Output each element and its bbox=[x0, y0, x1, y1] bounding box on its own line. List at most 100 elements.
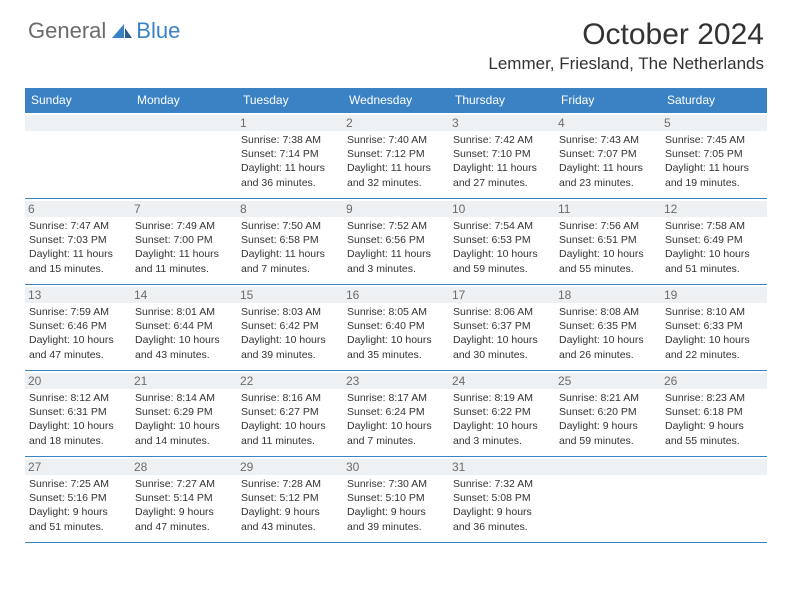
sunset-label: Sunset: bbox=[135, 234, 174, 246]
sunrise-value: 8:16 AM bbox=[282, 392, 321, 404]
day-number: 10 bbox=[449, 201, 555, 217]
sunset-line: Sunset: 7:00 PM bbox=[135, 233, 233, 247]
sunrise-line: Sunrise: 7:50 AM bbox=[241, 219, 339, 233]
sunset-label: Sunset: bbox=[347, 406, 386, 418]
daylight-line: Daylight: 10 hours and 30 minutes. bbox=[453, 333, 551, 361]
sunrise-value: 7:27 AM bbox=[176, 478, 215, 490]
daylight-label: Daylight: bbox=[241, 162, 285, 174]
sunset-value: 7:07 PM bbox=[598, 148, 637, 160]
sunset-line: Sunset: 6:27 PM bbox=[241, 405, 339, 419]
sunset-label: Sunset: bbox=[665, 234, 704, 246]
daylight-line: Daylight: 9 hours and 47 minutes. bbox=[135, 505, 233, 533]
sunset-label: Sunset: bbox=[559, 234, 598, 246]
daylight-line: Daylight: 10 hours and 43 minutes. bbox=[135, 333, 233, 361]
day-cell: 20Sunrise: 8:12 AMSunset: 6:31 PMDayligh… bbox=[25, 371, 131, 457]
sunset-line: Sunset: 6:24 PM bbox=[347, 405, 445, 419]
location-subtitle: Lemmer, Friesland, The Netherlands bbox=[488, 54, 764, 74]
daylight-label: Daylight: bbox=[241, 506, 285, 518]
sunset-value: 5:16 PM bbox=[68, 492, 107, 504]
header: General Blue October 2024 Lemmer, Friesl… bbox=[0, 0, 792, 78]
sunset-value: 6:35 PM bbox=[598, 320, 637, 332]
sunset-label: Sunset: bbox=[241, 406, 280, 418]
sunset-line: Sunset: 6:31 PM bbox=[29, 405, 127, 419]
day-number bbox=[661, 459, 767, 475]
day-info: Sunrise: 8:19 AMSunset: 6:22 PMDaylight:… bbox=[453, 391, 551, 448]
day-number: 6 bbox=[25, 201, 131, 217]
sunset-label: Sunset: bbox=[453, 148, 492, 160]
day-number: 27 bbox=[25, 459, 131, 475]
sunset-line: Sunset: 6:29 PM bbox=[135, 405, 233, 419]
day-number: 21 bbox=[131, 373, 237, 389]
day-cell: 9Sunrise: 7:52 AMSunset: 6:56 PMDaylight… bbox=[343, 199, 449, 285]
day-cell: 5Sunrise: 7:45 AMSunset: 7:05 PMDaylight… bbox=[661, 113, 767, 199]
daylight-label: Daylight: bbox=[347, 334, 391, 346]
daylight-label: Daylight: bbox=[347, 506, 391, 518]
sunrise-value: 8:01 AM bbox=[176, 306, 215, 318]
daylight-label: Daylight: bbox=[347, 420, 391, 432]
week-row: 6Sunrise: 7:47 AMSunset: 7:03 PMDaylight… bbox=[25, 199, 767, 285]
daylight-label: Daylight: bbox=[453, 334, 497, 346]
day-number: 14 bbox=[131, 287, 237, 303]
sunrise-label: Sunrise: bbox=[241, 392, 282, 404]
sunset-value: 7:14 PM bbox=[280, 148, 319, 160]
day-info: Sunrise: 7:40 AMSunset: 7:12 PMDaylight:… bbox=[347, 133, 445, 190]
sunrise-line: Sunrise: 8:08 AM bbox=[559, 305, 657, 319]
day-number: 13 bbox=[25, 287, 131, 303]
sunset-value: 5:08 PM bbox=[492, 492, 531, 504]
sunrise-value: 7:25 AM bbox=[70, 478, 109, 490]
day-info: Sunrise: 7:50 AMSunset: 6:58 PMDaylight:… bbox=[241, 219, 339, 276]
sunset-value: 6:31 PM bbox=[68, 406, 107, 418]
sunrise-value: 7:49 AM bbox=[176, 220, 215, 232]
sunrise-value: 7:43 AM bbox=[600, 134, 639, 146]
sunset-label: Sunset: bbox=[241, 234, 280, 246]
day-info: Sunrise: 7:45 AMSunset: 7:05 PMDaylight:… bbox=[665, 133, 763, 190]
day-info: Sunrise: 7:30 AMSunset: 5:10 PMDaylight:… bbox=[347, 477, 445, 534]
day-info: Sunrise: 7:56 AMSunset: 6:51 PMDaylight:… bbox=[559, 219, 657, 276]
sunrise-line: Sunrise: 7:30 AM bbox=[347, 477, 445, 491]
sunrise-line: Sunrise: 7:59 AM bbox=[29, 305, 127, 319]
sunrise-label: Sunrise: bbox=[241, 478, 282, 490]
day-info: Sunrise: 8:01 AMSunset: 6:44 PMDaylight:… bbox=[135, 305, 233, 362]
day-number: 24 bbox=[449, 373, 555, 389]
sunset-line: Sunset: 5:12 PM bbox=[241, 491, 339, 505]
daylight-label: Daylight: bbox=[453, 420, 497, 432]
sunset-value: 6:40 PM bbox=[386, 320, 425, 332]
day-cell: 31Sunrise: 7:32 AMSunset: 5:08 PMDayligh… bbox=[449, 457, 555, 543]
sunrise-value: 8:05 AM bbox=[388, 306, 427, 318]
sunrise-value: 7:54 AM bbox=[494, 220, 533, 232]
day-cell: 2Sunrise: 7:40 AMSunset: 7:12 PMDaylight… bbox=[343, 113, 449, 199]
dow-wednesday: Wednesday bbox=[343, 88, 449, 113]
day-cell: 25Sunrise: 8:21 AMSunset: 6:20 PMDayligh… bbox=[555, 371, 661, 457]
day-number: 1 bbox=[237, 115, 343, 131]
sunset-line: Sunset: 5:16 PM bbox=[29, 491, 127, 505]
daylight-line: Daylight: 11 hours and 19 minutes. bbox=[665, 161, 763, 189]
sunrise-value: 7:52 AM bbox=[388, 220, 427, 232]
page-title: October 2024 bbox=[488, 18, 764, 52]
daylight-line: Daylight: 11 hours and 23 minutes. bbox=[559, 161, 657, 189]
daylight-label: Daylight: bbox=[453, 248, 497, 260]
day-cell: 10Sunrise: 7:54 AMSunset: 6:53 PMDayligh… bbox=[449, 199, 555, 285]
day-number: 3 bbox=[449, 115, 555, 131]
sunset-line: Sunset: 6:37 PM bbox=[453, 319, 551, 333]
sunrise-label: Sunrise: bbox=[29, 392, 70, 404]
daylight-line: Daylight: 10 hours and 39 minutes. bbox=[241, 333, 339, 361]
sunset-value: 6:18 PM bbox=[704, 406, 743, 418]
day-number: 26 bbox=[661, 373, 767, 389]
sunrise-label: Sunrise: bbox=[347, 306, 388, 318]
sunset-value: 6:24 PM bbox=[386, 406, 425, 418]
sunrise-label: Sunrise: bbox=[559, 392, 600, 404]
sunrise-value: 7:30 AM bbox=[388, 478, 427, 490]
sunrise-value: 8:06 AM bbox=[494, 306, 533, 318]
day-cell: 11 Sunrise: 7:56 AMSunset: 6:51 PMDayligh… bbox=[555, 199, 661, 285]
sunrise-line: Sunrise: 8:01 AM bbox=[135, 305, 233, 319]
daylight-line: Daylight: 10 hours and 11 minutes. bbox=[241, 419, 339, 447]
day-info: Sunrise: 8:21 AMSunset: 6:20 PMDaylight:… bbox=[559, 391, 657, 448]
day-number: 11 bbox=[555, 201, 661, 217]
daylight-line: Daylight: 10 hours and 14 minutes. bbox=[135, 419, 233, 447]
day-cell: 19Sunrise: 8:10 AMSunset: 6:33 PMDayligh… bbox=[661, 285, 767, 371]
sunrise-label: Sunrise: bbox=[559, 306, 600, 318]
daylight-line: Daylight: 9 hours and 39 minutes. bbox=[347, 505, 445, 533]
sunset-line: Sunset: 6:46 PM bbox=[29, 319, 127, 333]
day-number: 12 bbox=[661, 201, 767, 217]
day-cell: 13Sunrise: 7:59 AMSunset: 6:46 PMDayligh… bbox=[25, 285, 131, 371]
